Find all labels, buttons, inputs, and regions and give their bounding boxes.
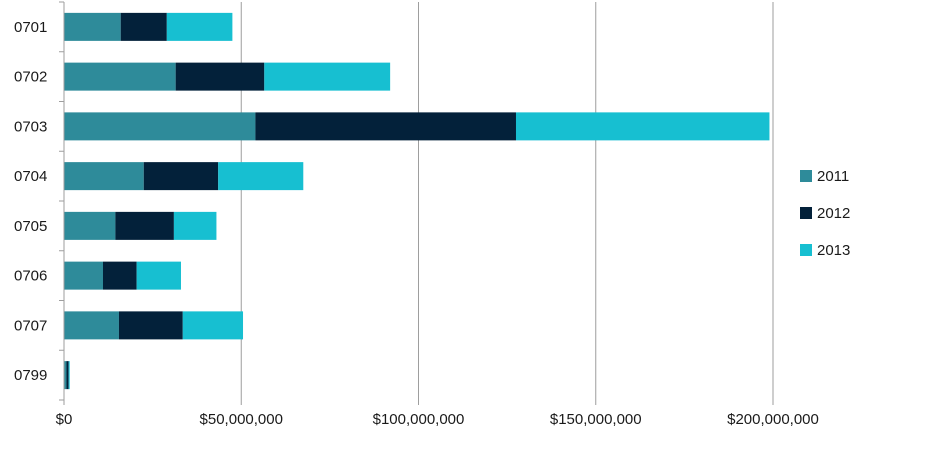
- bar-segment-0707-2012: [118, 311, 183, 340]
- y-tick-label: 0703: [14, 118, 47, 135]
- bars: [64, 12, 770, 390]
- y-tick-label: 0701: [14, 19, 47, 36]
- bar-segment-0799-2011: [64, 361, 67, 390]
- x-tick-label: $0: [56, 411, 73, 428]
- grid-lines: [240, 2, 774, 405]
- x-tick-label: $150,000,000: [550, 411, 642, 428]
- y-tick-label: 0707: [14, 317, 47, 334]
- bar-segment-0706-2012: [102, 261, 137, 290]
- x-tick-label: $50,000,000: [200, 411, 283, 428]
- y-tick-label: 0704: [14, 168, 47, 185]
- bar-segment-0706-2013: [136, 261, 181, 290]
- bar-segment-0799-2012: [66, 361, 69, 390]
- legend-label-2012: 2012: [817, 205, 850, 222]
- y-tick-label: 0799: [14, 367, 47, 384]
- bar-segment-0799-2013: [68, 361, 70, 390]
- axes: [59, 1, 65, 405]
- bar-segment-0702-2011: [64, 62, 176, 91]
- bar-segment-0703-2011: [64, 112, 256, 141]
- x-tick-label: $100,000,000: [373, 411, 465, 428]
- x-tick-label: $200,000,000: [727, 411, 819, 428]
- bar-segment-0701-2011: [64, 12, 121, 41]
- y-tick-label: 0706: [14, 268, 47, 285]
- legend-label-2013: 2013: [817, 242, 850, 259]
- bar-segment-0704-2011: [64, 162, 144, 191]
- tick-labels: $0 $50,000,000 $100,000,000 $150,000,000 $20…: [14, 19, 819, 428]
- bar-segment-0705-2012: [115, 211, 174, 240]
- bar-segment-0706-2011: [64, 261, 103, 290]
- bar-segment-0702-2013: [264, 62, 391, 91]
- legend-swatch-2011: [800, 170, 812, 182]
- legend: 2011 2012 2013: [800, 168, 850, 259]
- bar-segment-0705-2013: [173, 211, 217, 240]
- bar-segment-0702-2012: [175, 62, 265, 91]
- y-tick-label: 0702: [14, 69, 47, 86]
- legend-swatch-2013: [800, 244, 812, 256]
- bar-segment-0704-2013: [218, 162, 304, 191]
- bar-segment-0707-2013: [182, 311, 244, 340]
- bar-segment-0705-2011: [64, 211, 116, 240]
- bar-segment-0701-2012: [120, 12, 167, 41]
- y-tick-label: 0705: [14, 218, 47, 235]
- legend-swatch-2012: [800, 207, 812, 219]
- bar-segment-0703-2012: [255, 112, 516, 141]
- legend-label-2011: 2011: [817, 168, 849, 185]
- bar-segment-0707-2011: [64, 311, 119, 340]
- bar-segment-0703-2013: [515, 112, 770, 141]
- bar-segment-0704-2012: [143, 162, 219, 191]
- bar-segment-0701-2013: [166, 12, 233, 41]
